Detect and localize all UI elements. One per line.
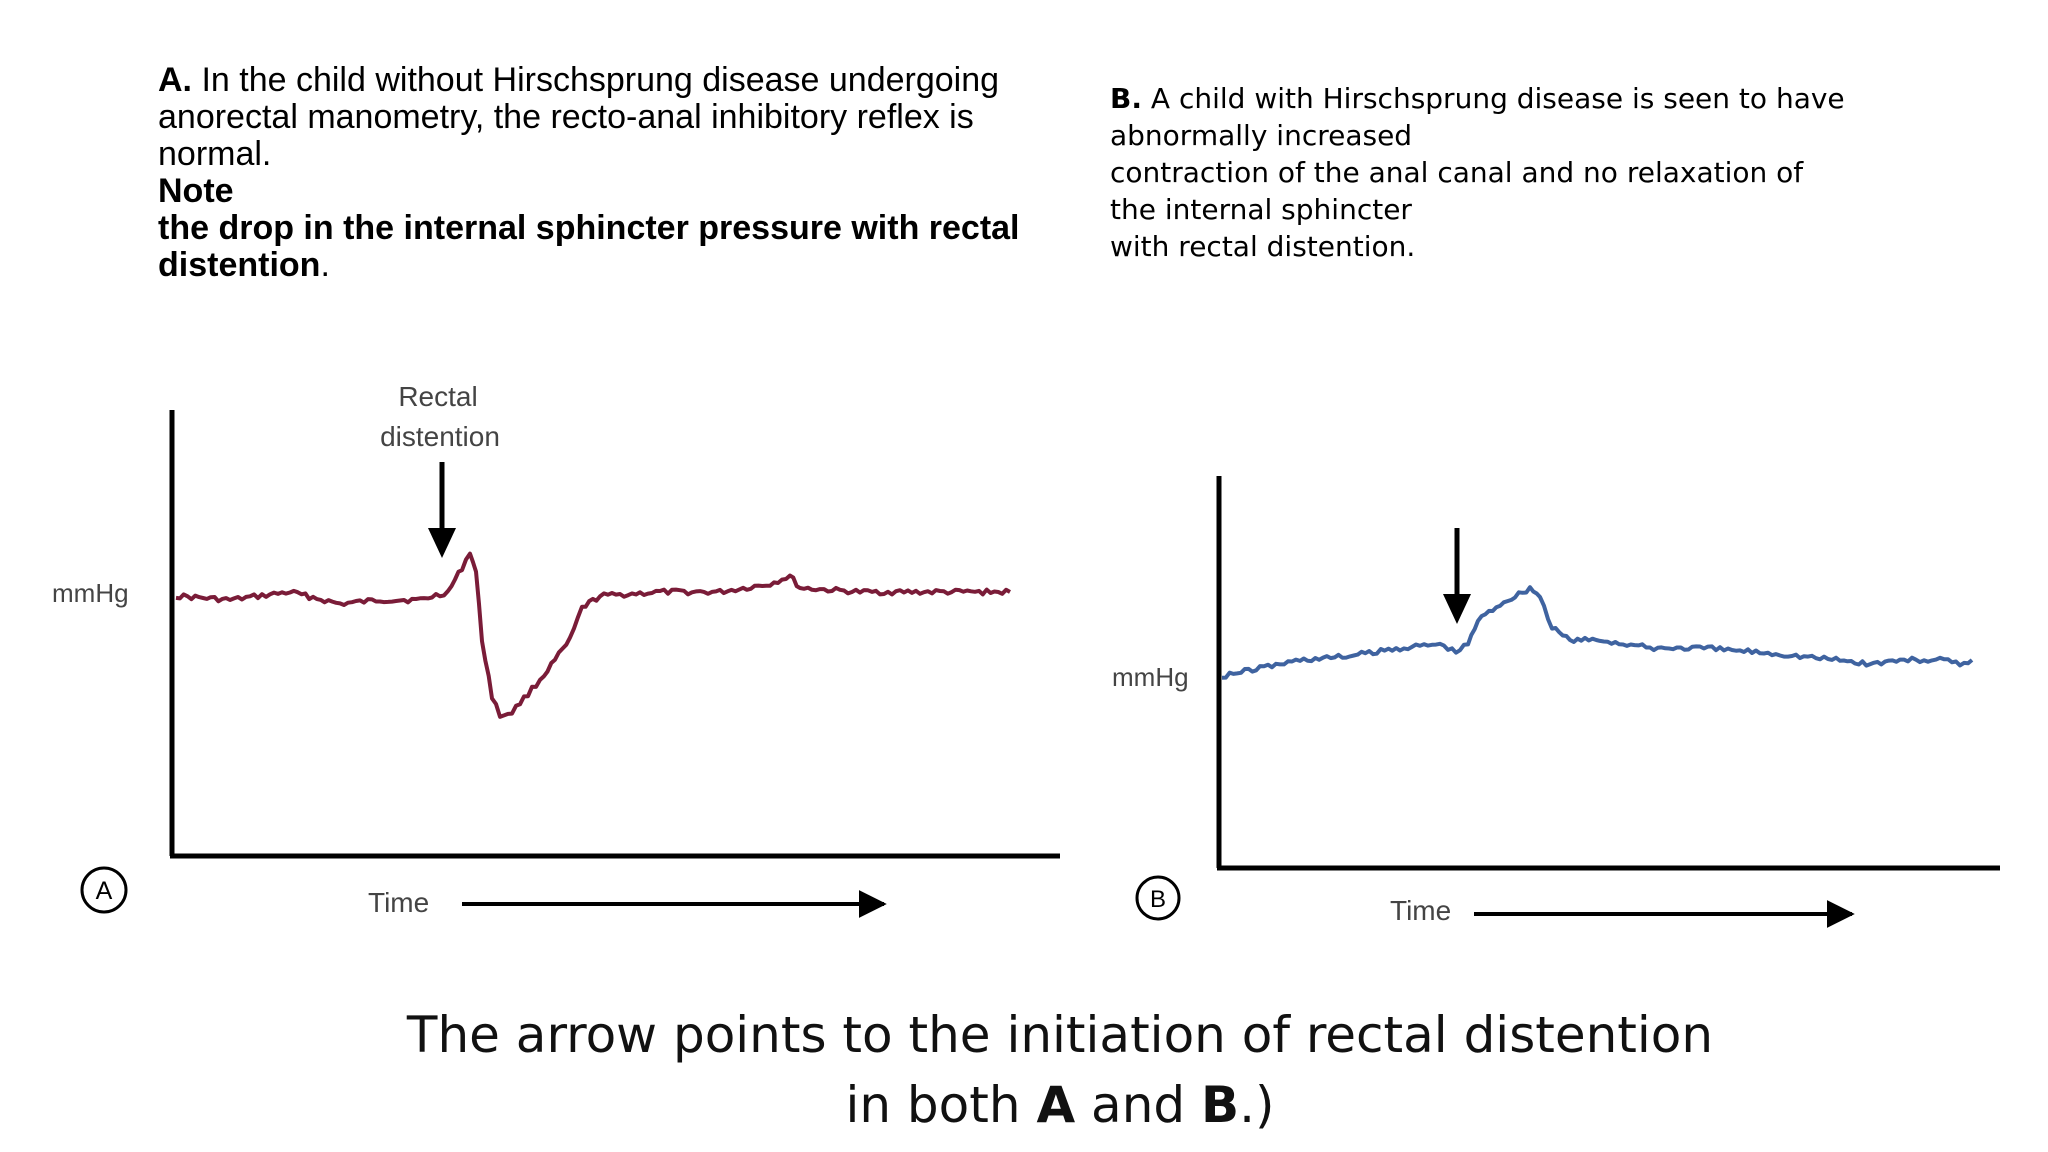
panel-b-distention-arrow	[1443, 528, 1471, 624]
footer-and: and	[1075, 1076, 1202, 1134]
caption-a-text-3: normal.	[158, 135, 272, 173]
caption-a-line-1: A. In the child without Hirschsprung dis…	[158, 62, 1058, 99]
panel-b-y-label: mmHg	[1112, 662, 1189, 692]
panel-a-marker-letter: A	[96, 877, 113, 905]
panel-b-marker: B	[1135, 875, 1181, 921]
caption-a: A. In the child without Hirschsprung dis…	[158, 62, 1058, 284]
panel-a: Rectal distention mmHg Time A	[52, 381, 1060, 918]
panel-a-distention-arrow	[428, 462, 456, 558]
panel-a-marker: A	[80, 866, 128, 914]
caption-a-bold-1: the drop in the internal sphincter press…	[158, 209, 1020, 247]
footer-suffix: .)	[1239, 1076, 1275, 1134]
caption-a-letter: A.	[158, 61, 192, 99]
footer-letter-b: B	[1201, 1076, 1240, 1134]
caption-a-note: Note	[158, 172, 234, 210]
footer-line-2: in both A and B.)	[0, 1070, 2048, 1140]
caption-b-line-1: B. A child with Hirschsprung disease is …	[1110, 80, 1870, 117]
panel-b-x-label: Time	[1390, 895, 1451, 926]
caption-a-text-2: anorectal manometry, the recto-anal inhi…	[158, 98, 974, 136]
panel-b-marker-letter: B	[1150, 886, 1166, 913]
caption-a-bold-2: distention	[158, 246, 321, 284]
panel-a-annotation-line-1: Rectal	[398, 381, 477, 412]
caption-a-line-6: distention.	[158, 247, 1058, 284]
caption-b-text-3: contraction of the anal canal and no rel…	[1110, 156, 1804, 189]
caption-b-letter: B.	[1110, 82, 1142, 115]
panel-a-y-label: mmHg	[52, 578, 129, 608]
footer-line-2-prefix: in both	[845, 1076, 1037, 1134]
panel-a-annotation-line-2: distention	[380, 421, 500, 452]
footer-note: The arrow points to the initiation of re…	[0, 1000, 2048, 1140]
panel-a-x-label: Time	[368, 887, 429, 918]
caption-b-text-5: with rectal distention.	[1110, 230, 1416, 263]
footer-line-1: The arrow points to the initiation of re…	[406, 1006, 1714, 1064]
panel-b: mmHg Time B	[1112, 476, 2000, 928]
panel-b-pressure-trace	[1221, 585, 1974, 680]
panel-a-pressure-trace	[175, 551, 1011, 719]
caption-b: B. A child with Hirschsprung disease is …	[1110, 80, 1870, 265]
caption-b-text-4: the internal sphincter	[1110, 193, 1412, 226]
caption-b-text-2: abnormally increased	[1110, 119, 1413, 152]
caption-a-text-1: In the child without Hirschsprung diseas…	[201, 61, 1000, 99]
caption-a-period: .	[320, 246, 330, 284]
footer-letter-a: A	[1036, 1076, 1076, 1134]
caption-b-text-1: A child with Hirschsprung disease is see…	[1150, 82, 1845, 115]
